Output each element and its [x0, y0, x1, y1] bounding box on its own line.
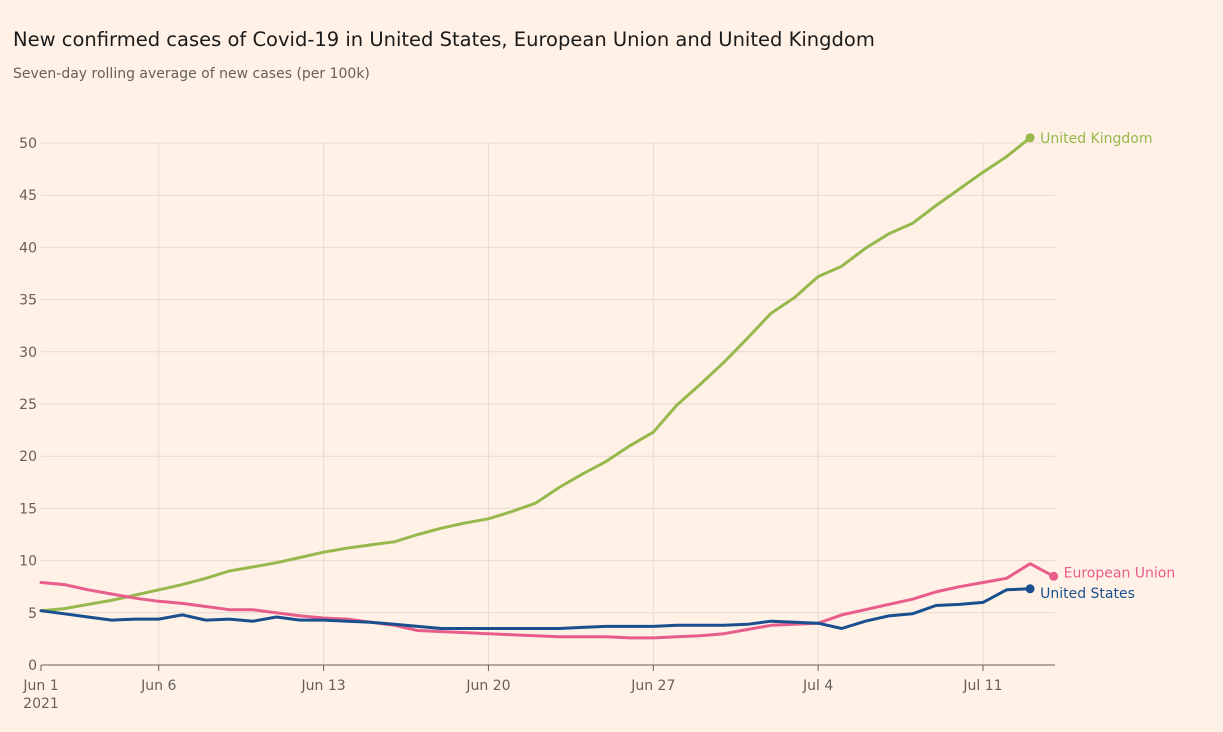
- y-tick-label: 0: [28, 658, 37, 674]
- y-tick-label: 45: [19, 188, 37, 204]
- series-label-european-union: European Union: [1064, 565, 1176, 581]
- y-tick-label: 35: [19, 293, 37, 309]
- x-tick-sublabel: 2021: [23, 696, 59, 712]
- x-tick-label: Jun 13: [301, 678, 346, 694]
- y-tick-label: 20: [19, 449, 37, 465]
- series-label-united-kingdom: United Kingdom: [1040, 131, 1152, 147]
- series-end-marker-european-union: [1049, 571, 1059, 581]
- y-tick-label: 40: [19, 240, 37, 256]
- y-tick-label: 25: [19, 397, 37, 413]
- chart-title: New confirmed cases of Covid-19 in Unite…: [13, 28, 875, 51]
- y-tick-label: 30: [19, 345, 37, 361]
- y-tick-label: 5: [28, 606, 37, 622]
- series-line-united-states: [39, 587, 1032, 630]
- x-tick-label: Jul 4: [802, 678, 833, 694]
- y-tick-label: 15: [19, 501, 37, 517]
- series-line-european-union: [39, 562, 1056, 640]
- chart-subtitle: Seven-day rolling average of new cases (…: [13, 66, 370, 82]
- x-tick-label: Jun 20: [465, 678, 510, 694]
- x-tick-label: Jun 1: [22, 678, 58, 694]
- series-line-united-kingdom: [39, 136, 1032, 613]
- series-end-marker-united-kingdom: [1025, 133, 1035, 143]
- series-label-united-states: United States: [1040, 586, 1135, 602]
- x-tick-label: Jun 27: [630, 678, 675, 694]
- y-tick-label: 10: [19, 554, 37, 570]
- series-end-marker-united-states: [1025, 584, 1035, 594]
- x-tick-label: Jun 6: [140, 678, 176, 694]
- y-tick-label: 50: [19, 136, 37, 152]
- x-tick-label: Jul 11: [962, 678, 1002, 694]
